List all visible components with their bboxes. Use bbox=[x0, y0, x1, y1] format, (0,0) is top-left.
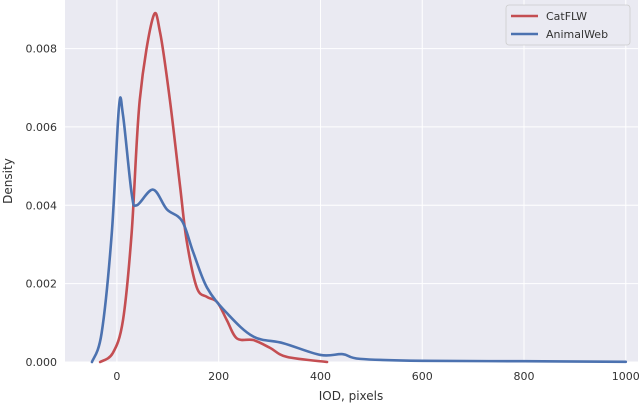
x-tick-label: 1000 bbox=[612, 370, 640, 383]
y-tick-label: 0.004 bbox=[26, 199, 58, 212]
x-tick-label: 200 bbox=[208, 370, 229, 383]
y-tick-label: 0.002 bbox=[26, 278, 58, 291]
series-lines bbox=[90, 11, 628, 364]
x-tick-label: 800 bbox=[514, 370, 535, 383]
legend-label: CatFLW bbox=[546, 10, 587, 23]
y-tick-label: 0.006 bbox=[26, 121, 58, 134]
x-tick-label: 400 bbox=[310, 370, 331, 383]
plot-area bbox=[65, 0, 638, 362]
grid bbox=[65, 0, 638, 363]
series-line-animalweb bbox=[90, 96, 628, 364]
y-tick-label: 0.008 bbox=[26, 43, 58, 56]
x-tick-label: 0 bbox=[113, 370, 120, 383]
y-axis-ticks: 0.000 0.002 0.004 0.006 0.008 bbox=[26, 43, 58, 369]
x-axis-ticks: 0 200 400 600 800 1000 bbox=[113, 370, 639, 383]
y-tick-label: 0.000 bbox=[26, 356, 58, 369]
legend: CatFLW AnimalWeb bbox=[505, 4, 631, 46]
x-axis-label: IOD, pixels bbox=[319, 389, 384, 403]
x-tick-label: 600 bbox=[412, 370, 433, 383]
legend-label: AnimalWeb bbox=[546, 28, 608, 41]
series-line-catflw bbox=[98, 11, 329, 364]
y-axis-label: Density bbox=[1, 158, 15, 204]
